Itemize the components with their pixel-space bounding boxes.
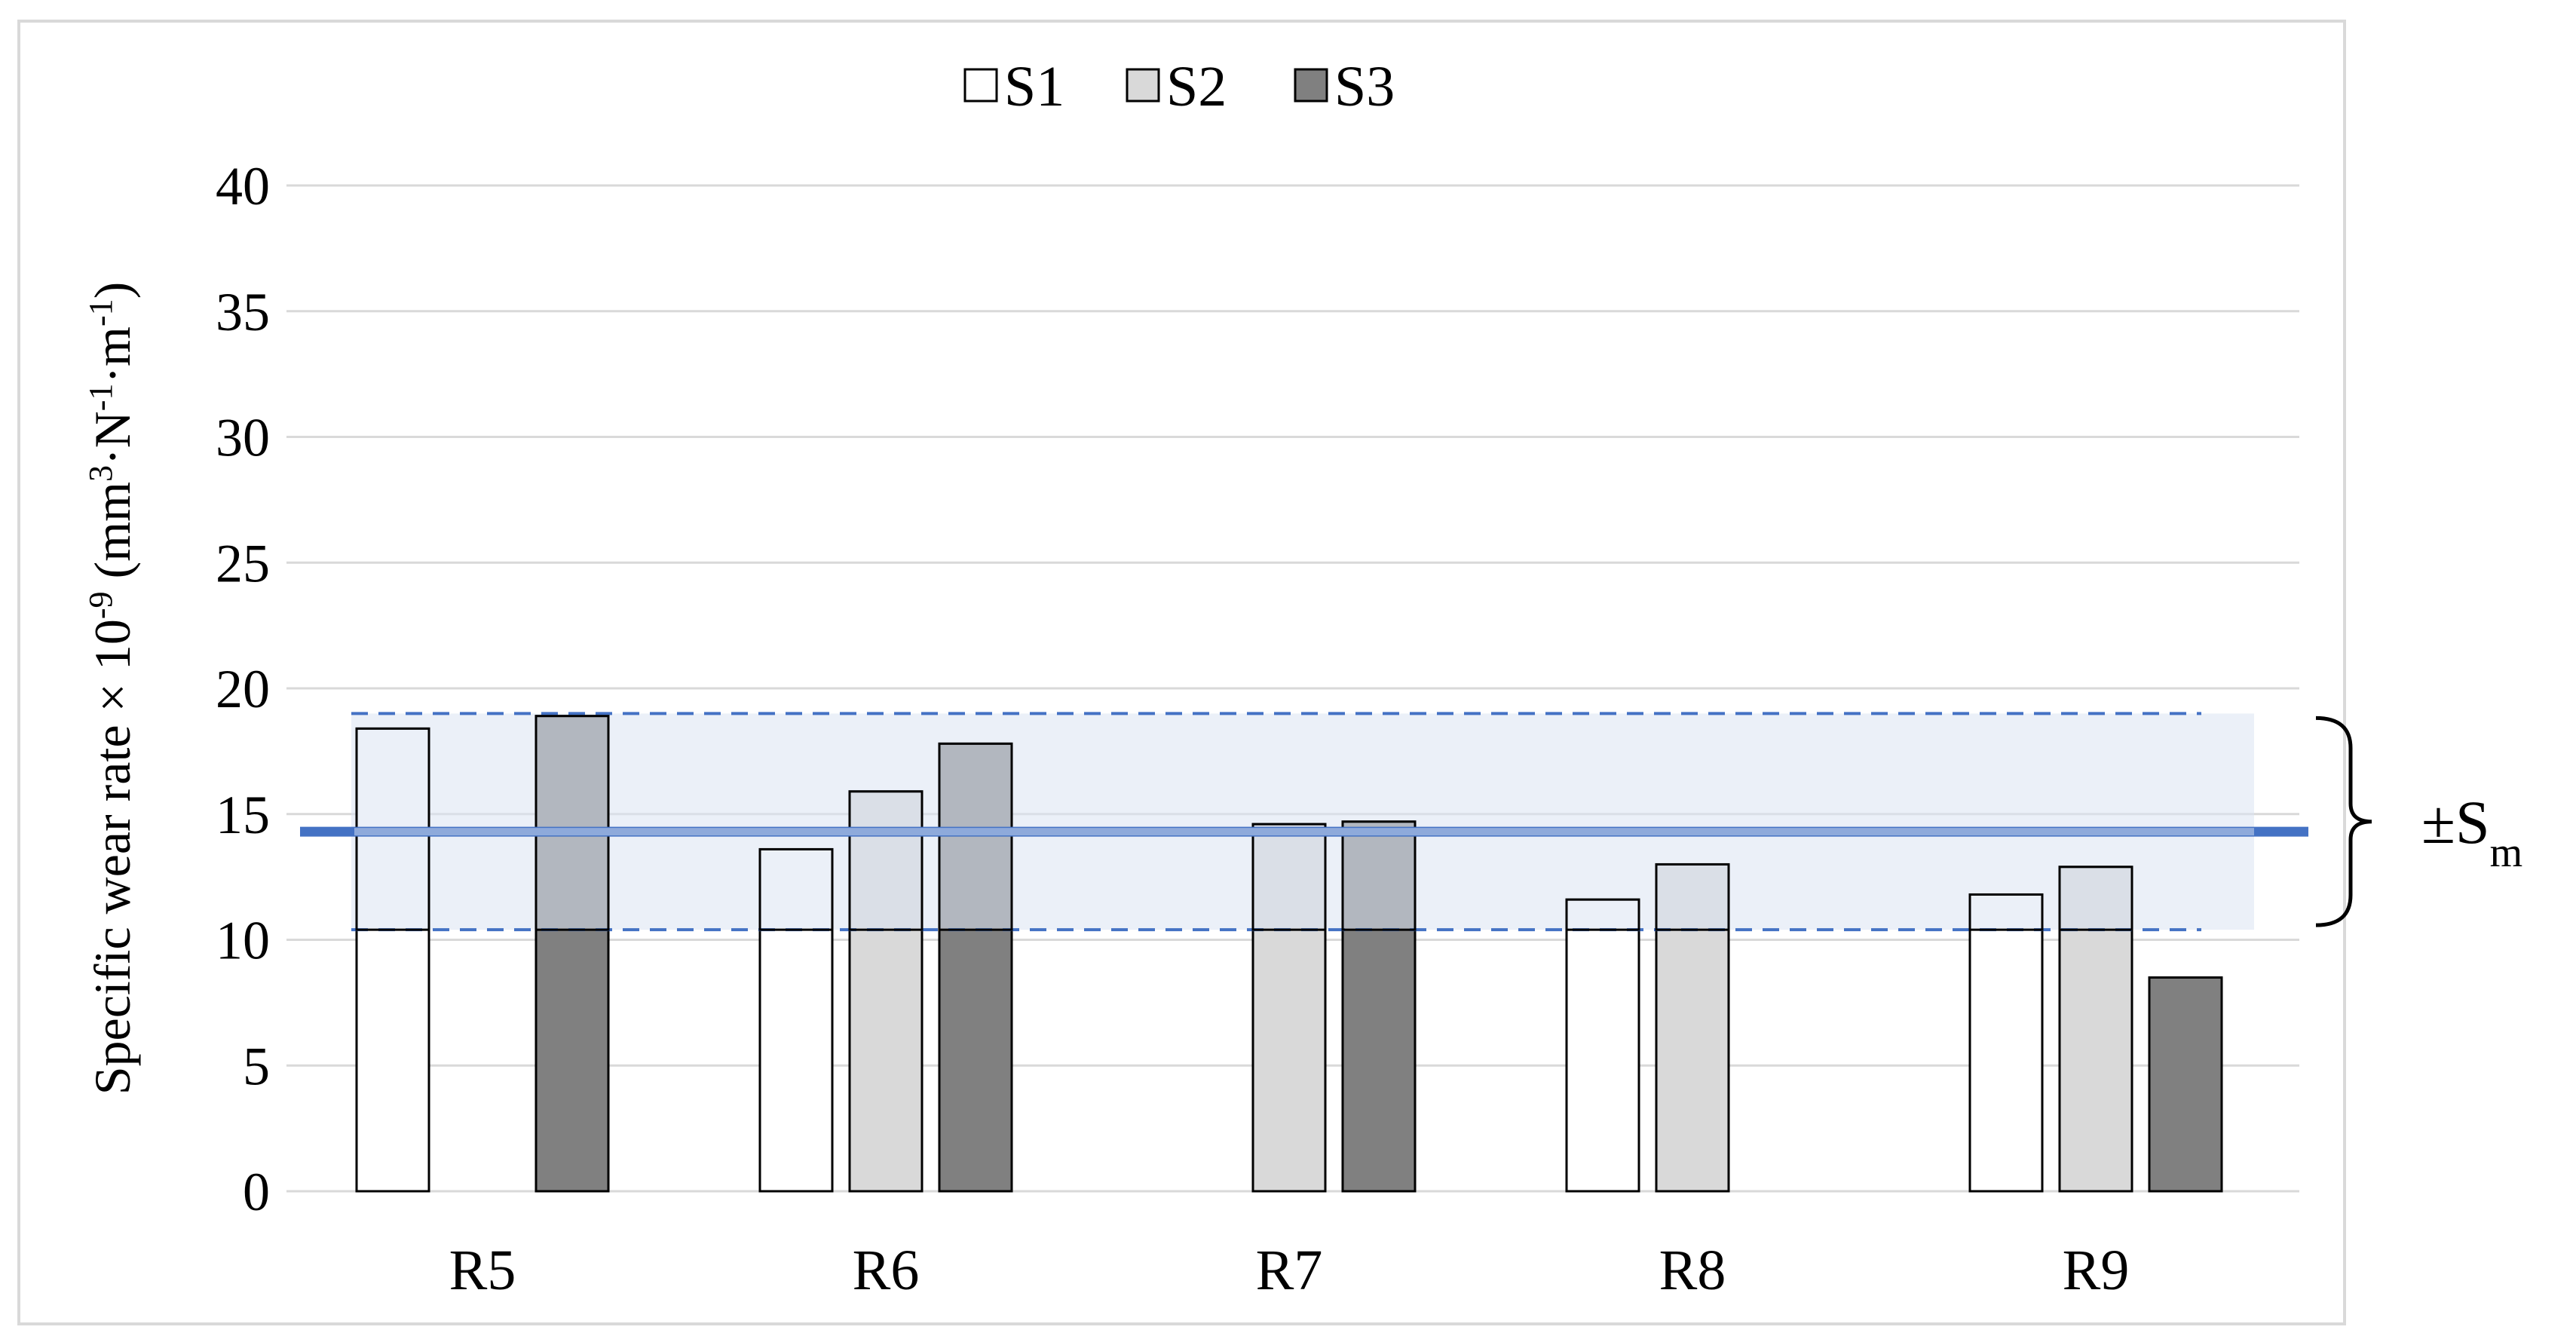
y-axis-label-group: Specific wear rate × 10-9 (mm3·N-1·m-1) (82, 282, 142, 1095)
x-category-label: R6 (853, 1239, 920, 1302)
std-band-fill (351, 713, 2254, 930)
legend-label-s1: S1 (1004, 55, 1064, 118)
bar-outline-s1-r6 (758, 847, 834, 931)
y-label-unit-n: ·N (84, 411, 141, 465)
y-tick-label: 25 (216, 533, 270, 593)
legend-label-s3: S3 (1334, 55, 1395, 118)
y-tick-label: 15 (216, 785, 270, 845)
y-tick-label: 5 (243, 1036, 270, 1096)
y-tick-label: 10 (216, 911, 270, 971)
y-label-exponent: -9 (82, 591, 119, 619)
y-tick-label: 20 (216, 659, 270, 719)
std-bracket: ±Sm (2315, 715, 2522, 927)
bar-outline-s2-r9 (2058, 866, 2133, 931)
bar-outline-s1-r8 (1565, 898, 1640, 931)
bar-outline-s3-r6 (938, 742, 1013, 931)
bar-s3-r9 (2148, 976, 2223, 1193)
legend-label-s2: S2 (1166, 55, 1227, 118)
x-category-label: R8 (1659, 1239, 1726, 1302)
x-category-labels: R5 R6 R7 R8 R9 (449, 1239, 2130, 1302)
x-category-label: R5 (449, 1239, 516, 1302)
legend-swatch-s2 (1126, 68, 1160, 103)
bar-outline-s2-r7 (1251, 823, 1327, 931)
std-label-sub: m (2490, 829, 2523, 876)
y-tick-label: 0 (243, 1162, 270, 1222)
legend: S1 S2 S3 (963, 55, 1395, 118)
y-label-unit-exp-n: -1 (82, 384, 119, 412)
bar-s1-r8 (1565, 898, 1640, 1193)
curly-brace (2315, 715, 2372, 927)
gridlines (286, 184, 2299, 1193)
y-label-unit-exp-m: -1 (82, 299, 119, 326)
y-tick-label: 30 (216, 408, 270, 468)
y-label-unit-close: ) (84, 282, 141, 299)
std-label: ±Sm (2421, 788, 2522, 876)
x-category-label: R9 (2063, 1239, 2130, 1302)
y-label-unit-open: (mm (84, 482, 141, 591)
y-tick-label: 35 (216, 282, 270, 342)
bar-outline-s3-r7 (1341, 820, 1417, 931)
y-tick-label: 40 (216, 156, 270, 216)
y-axis-label: Specific wear rate × 10-9 (mm3·N-1·m-1) (82, 282, 142, 1095)
y-label-base: Specific wear rate × 10 (84, 619, 141, 1095)
bars-overlay (355, 715, 2133, 931)
x-category-label: R7 (1256, 1239, 1323, 1302)
bar-outline-s2-r8 (1655, 863, 1730, 931)
std-band (351, 712, 2254, 932)
bar-outline-s1-r9 (1968, 893, 2044, 931)
legend-swatch-s1 (963, 68, 998, 103)
bar-outline-s2-r6 (848, 790, 924, 931)
legend-swatch-s3 (1294, 68, 1328, 103)
bar-s1-r9 (1968, 893, 2044, 1193)
y-label-unit-m: ·m (84, 326, 141, 384)
y-tick-labels: 0 5 10 15 20 25 30 35 40 (216, 156, 270, 1222)
std-label-main: ±S (2421, 788, 2490, 856)
bar-outline-s3-r5 (534, 715, 610, 931)
y-label-unit-exp3: 3 (82, 465, 119, 482)
